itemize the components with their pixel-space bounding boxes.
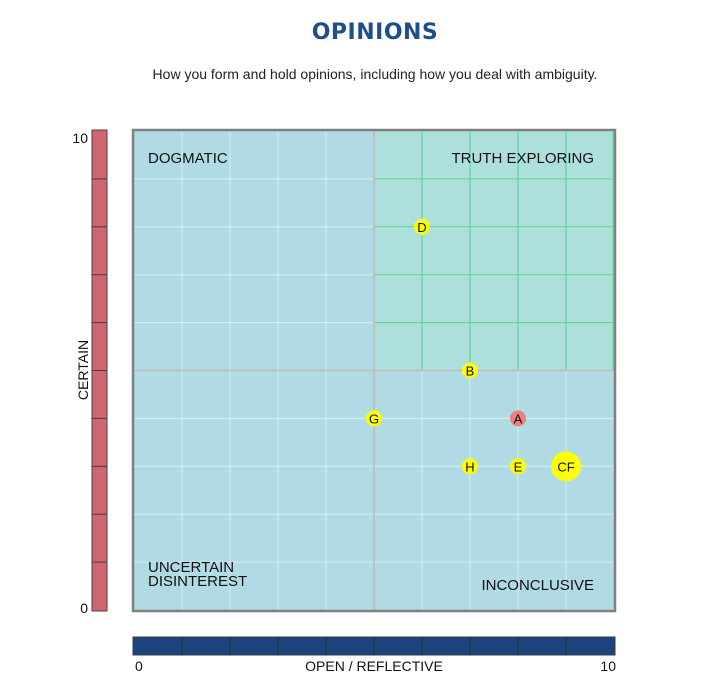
data-point-marker <box>462 458 478 475</box>
data-point-label: H <box>465 459 474 474</box>
data-point-marker <box>366 410 382 427</box>
data-point-label: A <box>514 411 523 426</box>
data-point-e: E <box>510 458 526 475</box>
data-point-a: A <box>510 410 526 427</box>
data-point-label: B <box>466 364 475 379</box>
data-point-marker <box>551 451 581 482</box>
data-point-b: B <box>462 362 478 379</box>
data-point-h: H <box>462 458 478 475</box>
data-point-marker <box>414 218 430 235</box>
quadrant-label: TRUTH EXPLORING <box>451 150 594 167</box>
y-tick-label: 10 <box>72 130 88 146</box>
data-point-marker <box>510 410 526 427</box>
data-point-label: D <box>417 220 426 235</box>
y-axis-label: CERTAIN <box>75 340 91 400</box>
x-axis-label: OPEN / REFLECTIVE <box>305 658 443 674</box>
data-point-label: E <box>514 459 523 474</box>
data-point-marker <box>462 362 478 379</box>
data-point-marker <box>510 458 526 475</box>
quadrant-label: UNCERTAIN <box>148 559 234 576</box>
x-tick-label: 10 <box>600 658 616 674</box>
chart-subtitle: How you form and hold opinions, includin… <box>152 66 598 82</box>
x-tick-label: 0 <box>135 658 143 674</box>
quadrant-label: DISINTEREST <box>148 573 247 590</box>
quadrant-label: INCONCLUSIVE <box>481 577 594 594</box>
data-point-cf: CF <box>551 451 581 482</box>
data-point-d: D <box>414 218 430 235</box>
truth-exploring-quadrant-bg <box>374 131 614 371</box>
data-point-g: G <box>366 410 382 427</box>
data-point-label: CF <box>557 459 574 474</box>
plot-border <box>131 128 617 613</box>
y-tick-label: 0 <box>80 600 88 616</box>
data-point-label: G <box>369 411 379 426</box>
quadrant-label: DOGMATIC <box>148 150 228 167</box>
chart-title: OPINIONS <box>311 20 439 45</box>
